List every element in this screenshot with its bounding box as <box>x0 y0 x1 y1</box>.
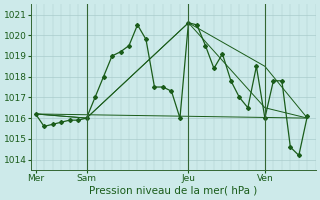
X-axis label: Pression niveau de la mer( hPa ): Pression niveau de la mer( hPa ) <box>90 186 258 196</box>
